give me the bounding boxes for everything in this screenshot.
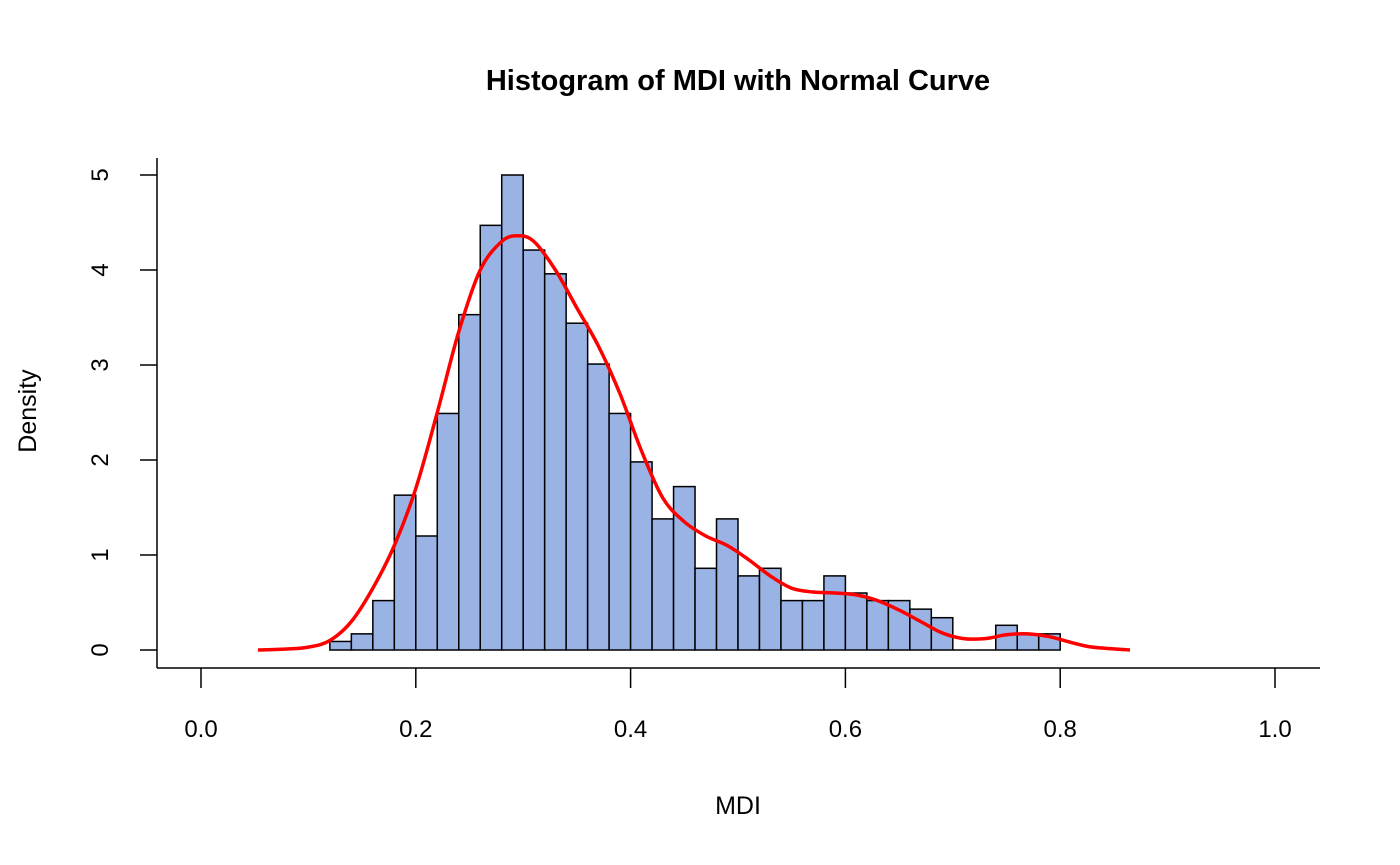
y-ticks: 0 1 2 3 4 5 <box>87 168 157 657</box>
histogram-bar <box>1016 633 1040 651</box>
y-tick-label: 5 <box>87 168 114 181</box>
bars-group <box>329 174 1061 651</box>
histogram-bar <box>543 273 567 651</box>
histogram-bar <box>866 599 890 651</box>
histogram-bar <box>651 518 675 651</box>
histogram-bar <box>823 575 847 651</box>
histogram-bar <box>844 592 868 651</box>
y-tick-label: 2 <box>87 453 114 466</box>
histogram-bar <box>479 224 503 651</box>
density-curve <box>257 234 1131 652</box>
histogram-bar <box>909 608 933 651</box>
histogram-bar <box>350 633 374 651</box>
histogram-bar <box>436 412 460 651</box>
histogram-bar <box>329 640 353 651</box>
y-tick-label: 4 <box>87 263 114 276</box>
x-ticks: 0.0 0.2 0.4 0.6 0.8 1.0 <box>184 668 1292 743</box>
histogram-bar <box>458 313 481 651</box>
histogram-bar <box>737 575 761 651</box>
y-tick-label: 1 <box>87 548 114 561</box>
x-tick-label: 0.2 <box>399 716 432 743</box>
x-tick-label: 1.0 <box>1258 716 1291 743</box>
x-tick-label: 0.4 <box>614 716 647 743</box>
histogram-bar <box>672 485 696 651</box>
x-tick-label: 0.0 <box>184 716 217 743</box>
x-tick-label: 0.6 <box>829 716 862 743</box>
histogram-bar <box>372 599 396 651</box>
histogram-bar <box>715 518 739 651</box>
y-tick-label: 3 <box>87 358 114 371</box>
histogram-bar <box>629 461 653 651</box>
y-tick-label: 0 <box>87 643 114 656</box>
x-axis-label: MDI <box>715 792 761 820</box>
histogram-bar <box>415 535 439 651</box>
y-axis-label: Density <box>14 369 42 453</box>
histogram-bar <box>586 363 610 651</box>
histogram-bar <box>565 322 589 651</box>
histogram-bar <box>500 174 524 651</box>
histogram-bar <box>608 412 632 651</box>
histogram-bar <box>801 599 825 651</box>
chart-title: Histogram of MDI with Normal Curve <box>486 65 990 97</box>
x-tick-label: 0.8 <box>1044 716 1077 743</box>
histogram-bar <box>522 249 546 651</box>
histogram-bar <box>780 599 804 651</box>
histogram-bar <box>694 567 718 651</box>
